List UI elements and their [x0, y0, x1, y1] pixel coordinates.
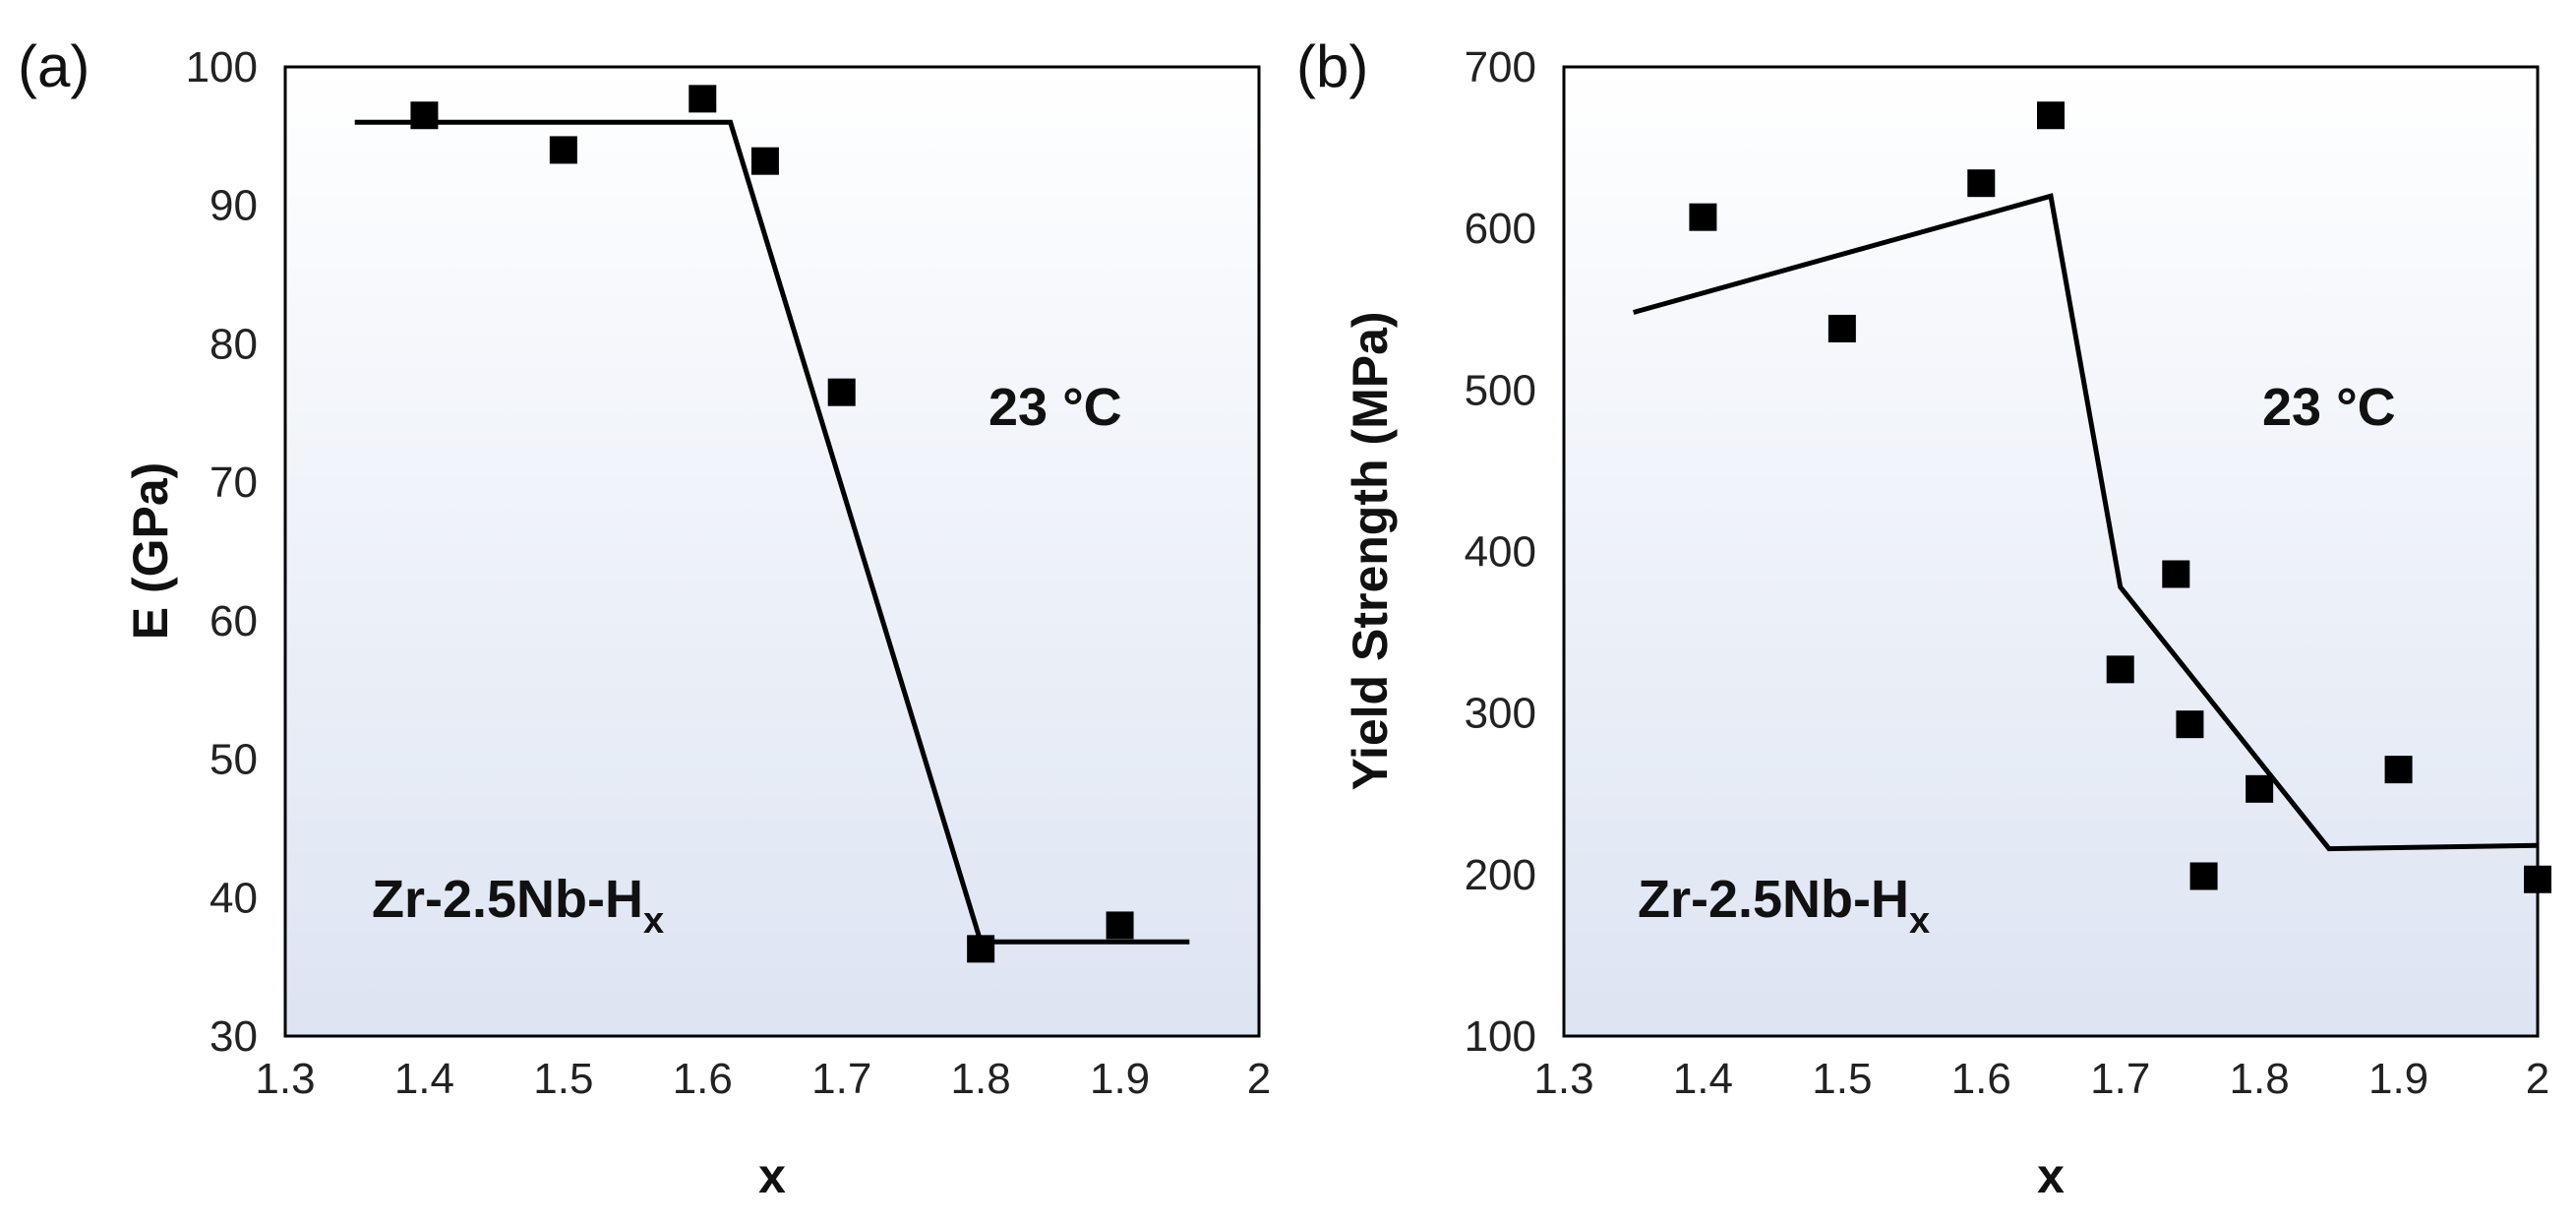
panel-a-x-axis-title: x [758, 1148, 786, 1203]
panel-a-data-point [827, 378, 856, 406]
panel-b-y-tick-label: 400 [1465, 528, 1536, 577]
panel-a-y-axis-title: E (GPa) [123, 462, 178, 641]
panel-a-data-point [967, 935, 995, 963]
panel-b-y-axis-title: Yield Strength (MPa) [1343, 311, 1398, 790]
panel-a-label: (a) [18, 33, 90, 99]
panel-b-y-tick-label: 600 [1465, 205, 1536, 253]
panel-a-data-point [1106, 911, 1134, 940]
panel-a-x-tick-label: 1.7 [811, 1055, 871, 1103]
panel-a-y-tick-label: 100 [186, 43, 258, 92]
panel-a-y-tick-label: 70 [210, 459, 258, 507]
panel-b-data-point [2176, 710, 2204, 739]
panel-b-data-point [2189, 862, 2218, 890]
panel-a-material-annotation: Zr-2.5Nb-Hx [372, 870, 664, 942]
panel-a-data-point [689, 85, 717, 113]
panel-a-y-tick-label: 80 [210, 320, 258, 368]
panel-b-fit-line [1633, 193, 2539, 852]
panel-b-markers [1689, 101, 2551, 893]
panel-b-y-ticks: 100 200 300 400 500 600 700 [1465, 43, 1536, 1061]
panel-a-y-ticks: 30 40 50 60 70 80 90 100 [186, 43, 258, 1061]
panel-b-y-tick-label: 300 [1465, 690, 1536, 738]
panel-b-y-tick-label: 100 [1465, 1012, 1536, 1061]
panel-a-data-point [750, 147, 779, 175]
panel-a-x-ticks: 1.3 1.4 1.5 1.6 1.7 1.8 1.9 2 [255, 1055, 1271, 1103]
panel-b-x-tick-label: 1.5 [1812, 1055, 1872, 1103]
panel-a-x-tick-label: 1.8 [951, 1055, 1011, 1103]
panel-a-temperature-annotation: 23 °C [988, 378, 1122, 437]
panel-a-chart: 30 40 50 60 70 80 90 100 1.3 1.4 1.5 1.6 1.7 1.8 1.9 2… [18, 33, 1271, 1203]
panel-b-data-point [1689, 203, 1717, 231]
panel-a-fit-line [354, 119, 1190, 945]
panel-b-x-tick-label: 1.8 [2230, 1055, 2290, 1103]
panel-a-y-tick-label: 50 [210, 736, 258, 784]
panel-a-plot-area [283, 65, 1261, 1038]
panel-a-y-tick-label: 90 [210, 182, 258, 230]
panel-a-data-point [549, 136, 577, 164]
panel-b-data-point [2037, 101, 2065, 130]
panel-b-material-subscript: x [1909, 900, 1930, 942]
panel-a-y-tick-label: 60 [210, 597, 258, 645]
panel-b-y-tick-label: 700 [1465, 43, 1536, 92]
panel-b-x-axis-title: x [2037, 1148, 2065, 1203]
panel-a-x-tick-label: 1.4 [394, 1055, 454, 1103]
panel-b-data-point [2524, 865, 2551, 893]
panel-a-x-tick-label: 1.5 [533, 1055, 593, 1103]
panel-b-data-point [2106, 655, 2134, 684]
panel-a-x-tick-label: 1.6 [673, 1055, 733, 1103]
panel-b-material-annotation: Zr-2.5Nb-Hx [1638, 870, 1930, 942]
panel-b-chart: 100 200 300 400 500 600 700 1.3 1.4 1.5 1.6 1.7 1.8… [1296, 33, 2551, 1203]
panel-b-x-tick-label: 2 [2526, 1055, 2549, 1103]
panel-b-x-tick-label: 1.3 [1533, 1055, 1593, 1103]
panel-a-y-tick-label: 30 [210, 1012, 258, 1061]
panel-b-data-point [2246, 774, 2274, 803]
panel-b-data-point [2162, 560, 2190, 588]
panel-a-markers [410, 85, 1134, 963]
panel-a-x-tick-label: 1.3 [255, 1055, 315, 1103]
panel-a-data-point [410, 101, 439, 130]
panel-a-y-tick-label: 40 [210, 874, 258, 922]
panel-a-material-subscript: x [643, 900, 664, 942]
panel-b-data-point [1827, 314, 1856, 342]
panel-b-label: (b) [1296, 33, 1368, 99]
panel-a-material-base: Zr-2.5Nb-H [372, 870, 643, 929]
panel-b-data-point [1967, 169, 1996, 198]
panel-b-data-point [2384, 756, 2413, 784]
panel-b-y-tick-label: 200 [1465, 851, 1536, 899]
panel-b-x-tick-label: 1.4 [1673, 1055, 1733, 1103]
panel-b-material-base: Zr-2.5Nb-H [1638, 870, 1909, 929]
panel-b-plot-area [1562, 65, 2540, 1038]
panel-b-x-tick-label: 1.6 [1951, 1055, 2011, 1103]
panel-a-x-tick-label: 1.9 [1090, 1055, 1150, 1103]
panel-b-y-tick-label: 500 [1465, 366, 1536, 414]
panel-b-x-tick-label: 1.7 [2090, 1055, 2150, 1103]
panel-a-x-tick-label: 2 [1247, 1055, 1271, 1103]
panel-b-temperature-annotation: 23 °C [2262, 378, 2396, 437]
panel-b-x-ticks: 1.3 1.4 1.5 1.6 1.7 1.8 1.9 2 [1533, 1055, 2549, 1103]
panel-b-x-tick-label: 1.9 [2368, 1055, 2428, 1103]
